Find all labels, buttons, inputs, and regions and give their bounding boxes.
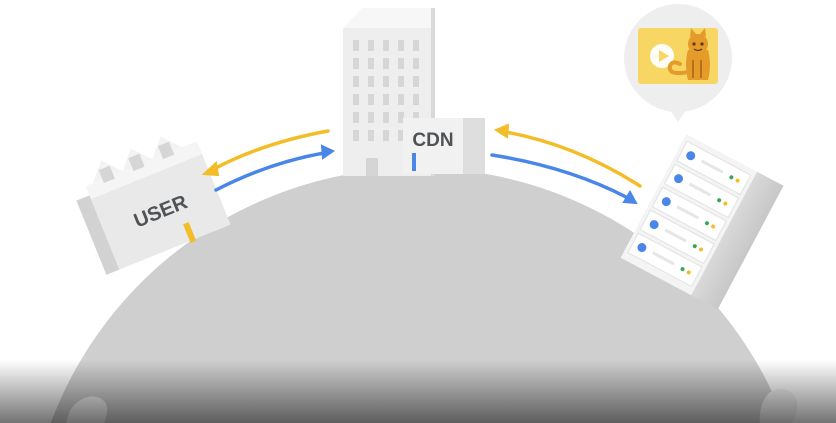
tower-window xyxy=(368,58,374,69)
tower-window xyxy=(413,76,419,87)
tower-window xyxy=(383,58,389,69)
server-activity-led xyxy=(704,221,709,226)
tower-window xyxy=(413,58,419,69)
tower-window xyxy=(398,40,404,51)
cdn-label: CDN xyxy=(412,130,453,151)
user-request-marker xyxy=(183,222,197,243)
origin-to-cdn-arrow xyxy=(504,130,642,188)
tower-window xyxy=(353,40,359,51)
tower-window xyxy=(398,76,404,87)
server-status-led xyxy=(686,151,696,161)
server-activity-led xyxy=(717,198,722,203)
cdn-to-user-arrow xyxy=(210,129,330,172)
tower-door xyxy=(366,158,378,176)
tower-window xyxy=(383,130,389,141)
tower-window xyxy=(383,76,389,87)
server-activity-led xyxy=(698,247,703,252)
server-activity-led xyxy=(711,224,716,229)
tower-window xyxy=(368,76,374,87)
cdn-response-marker xyxy=(412,153,416,171)
tower-window xyxy=(383,112,389,123)
server-status-led xyxy=(661,197,671,207)
server-activity-led xyxy=(680,267,685,272)
tower-window xyxy=(383,40,389,51)
user-building: USER xyxy=(76,136,231,275)
tower-window xyxy=(353,130,359,141)
server-activity-led xyxy=(686,270,691,275)
tower-window xyxy=(398,94,404,105)
tower-window xyxy=(368,94,374,105)
server-slot xyxy=(700,159,724,174)
tower-window xyxy=(353,94,359,105)
cat-video-thumbnail xyxy=(638,28,718,84)
server-slot xyxy=(664,228,687,243)
tower-window xyxy=(413,112,419,123)
tower-window xyxy=(413,94,419,105)
server-activity-led xyxy=(692,244,697,249)
server-slot xyxy=(688,182,712,197)
bottom-fade xyxy=(0,360,836,423)
tower-window xyxy=(368,112,374,123)
tower-window xyxy=(383,94,389,105)
content-bubble xyxy=(624,4,732,122)
cat-icon xyxy=(667,28,710,80)
tower-windows xyxy=(353,40,419,141)
tower-window xyxy=(413,40,419,51)
server-activity-led xyxy=(729,175,734,180)
server-status-led xyxy=(674,174,684,184)
tower-window xyxy=(398,130,404,141)
server-status-led xyxy=(637,243,647,253)
user-to-cdn-arrow xyxy=(214,151,326,192)
tower-window xyxy=(353,76,359,87)
server-activity-led xyxy=(723,201,728,206)
server-status-led xyxy=(649,220,659,230)
tower-window xyxy=(368,130,374,141)
tower-window xyxy=(398,112,404,123)
arrows xyxy=(201,123,642,205)
cdn-building: CDN xyxy=(343,8,485,176)
tower-window xyxy=(353,58,359,69)
server-activity-led xyxy=(735,178,740,183)
tower-window xyxy=(398,58,404,69)
origin-server xyxy=(620,134,784,310)
server-slot xyxy=(676,205,700,220)
tower-window xyxy=(368,40,374,51)
server-units xyxy=(627,140,752,288)
tower-window xyxy=(353,112,359,123)
server-slot xyxy=(652,251,675,266)
cdn-to-origin-arrow xyxy=(490,153,628,199)
